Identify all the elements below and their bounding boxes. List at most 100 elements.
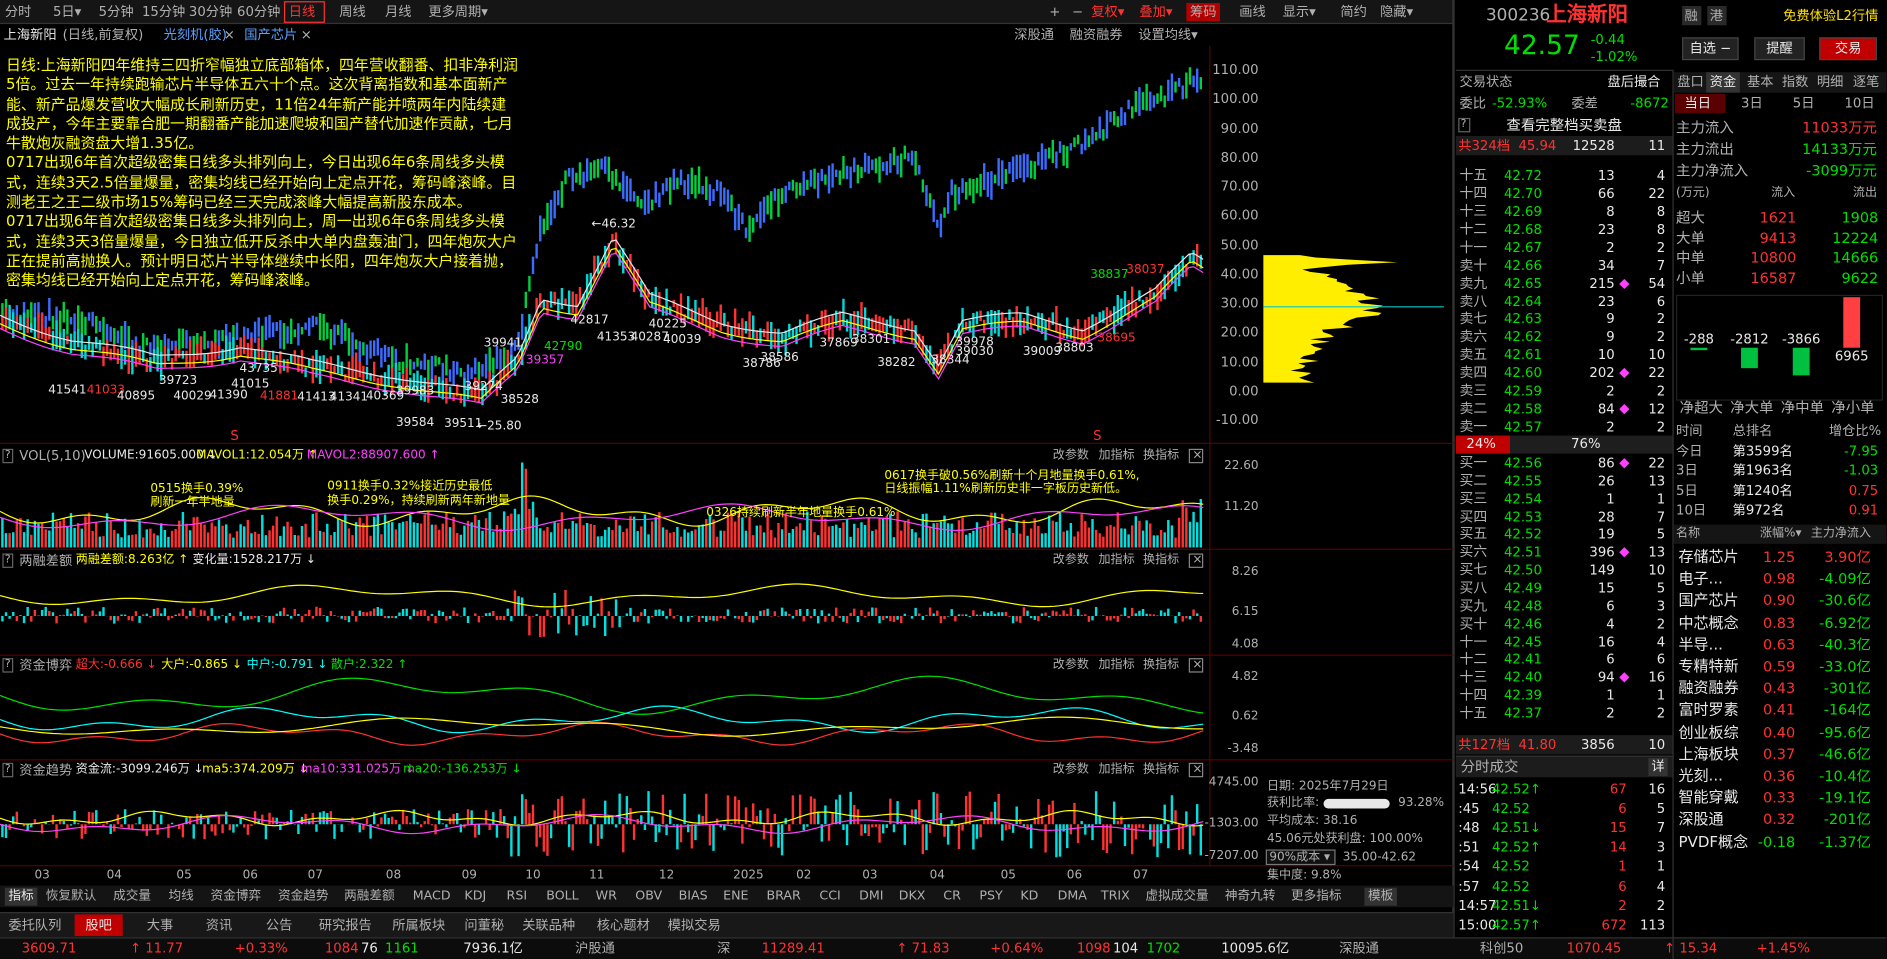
help-icon[interactable]: ? bbox=[1460, 118, 1467, 131]
help-icon[interactable]: ? bbox=[4, 554, 11, 567]
flow-tab[interactable]: 逐笔 bbox=[1852, 73, 1880, 90]
indicator-tab[interactable]: WR bbox=[595, 888, 617, 904]
sector-name[interactable]: 专精特新 bbox=[1678, 656, 1739, 675]
bottom-tab[interactable]: 股吧 bbox=[85, 917, 112, 934]
sector-name[interactable]: 半导... bbox=[1678, 634, 1723, 653]
flow-tab[interactable]: 资金 bbox=[1709, 73, 1737, 90]
action-label[interactable]: 交易 bbox=[1834, 40, 1862, 56]
indicator-tab[interactable]: 均线 bbox=[168, 888, 194, 904]
index-link[interactable]: 深股通 bbox=[1339, 940, 1379, 956]
indicator-tab[interactable]: CR bbox=[943, 888, 961, 904]
sector-name[interactable]: 上海板块 bbox=[1678, 744, 1739, 763]
panel-tool[interactable]: 加指标 bbox=[1098, 658, 1135, 672]
period-tab[interactable]: 30分钟 bbox=[188, 4, 233, 20]
cost-select[interactable]: 90%成本 ▾ bbox=[1269, 850, 1331, 864]
period-tab[interactable]: 更多周期▾ bbox=[428, 4, 488, 20]
close-panel[interactable]: × bbox=[1192, 553, 1203, 567]
sector-name[interactable]: 智能穿戴 bbox=[1678, 788, 1739, 807]
panel-tool[interactable]: 加指标 bbox=[1098, 553, 1135, 567]
sector-name[interactable]: 中芯概念 bbox=[1678, 612, 1739, 631]
flow-tab[interactable]: 基本 bbox=[1747, 73, 1774, 90]
indicator-tab[interactable]: ENE bbox=[723, 888, 749, 904]
sector-name[interactable]: 深股通 bbox=[1678, 809, 1724, 828]
period-tab[interactable]: 5日▾ bbox=[52, 4, 82, 20]
indicator-tab[interactable]: 资金博弈 bbox=[210, 888, 262, 904]
period-tab[interactable]: 5分钟 bbox=[98, 4, 134, 20]
help-icon[interactable]: ? bbox=[4, 658, 11, 671]
tool-button[interactable]: 显示▾ bbox=[1282, 4, 1316, 20]
bottom-tab[interactable]: 问董秘 bbox=[464, 917, 505, 934]
tool-button[interactable]: 画线 bbox=[1239, 4, 1266, 20]
index-link[interactable]: 沪股通 bbox=[575, 940, 615, 956]
bottom-tab[interactable]: 委托队列 bbox=[8, 917, 62, 934]
indicator-tab[interactable]: 模板 bbox=[1364, 887, 1397, 906]
detail-link[interactable]: 详 bbox=[1651, 758, 1665, 775]
tool-button[interactable]: 隐藏▾ bbox=[1380, 4, 1414, 20]
close-panel[interactable]: × bbox=[1192, 762, 1203, 777]
close-tag[interactable]: × bbox=[223, 27, 235, 43]
flow-period[interactable]: 5日 bbox=[1792, 95, 1815, 112]
flow-tab[interactable]: 盘口 bbox=[1677, 73, 1704, 90]
indicator-tab[interactable]: CCI bbox=[819, 888, 841, 904]
bottom-tab[interactable]: 大事 bbox=[146, 917, 174, 934]
indicator-tab[interactable]: KDJ bbox=[464, 888, 487, 904]
tool-button[interactable]: 叠加▾ bbox=[1139, 4, 1173, 20]
flow-tab[interactable]: 明细 bbox=[1816, 73, 1844, 90]
chart-link[interactable]: 设置均线▾ bbox=[1138, 27, 1198, 43]
period-tab[interactable]: 日线 bbox=[288, 4, 316, 20]
indicator-tab[interactable]: 指标 bbox=[4, 887, 38, 906]
indicator-tab[interactable]: 恢复默认 bbox=[45, 888, 97, 904]
indicator-tab[interactable]: KD bbox=[1020, 888, 1039, 904]
help-icon[interactable]: ? bbox=[4, 449, 11, 462]
sector-name[interactable]: 国产芯片 bbox=[1678, 590, 1739, 609]
tool-button[interactable]: 复权▾ bbox=[1091, 4, 1125, 20]
panel-tool[interactable]: 改参数 bbox=[1052, 553, 1089, 567]
indicator-tab[interactable]: 成交量 bbox=[113, 888, 152, 904]
indicator-tab[interactable]: 虚拟成交量 bbox=[1145, 888, 1209, 904]
bottom-tab[interactable]: 所属板块 bbox=[392, 917, 446, 934]
indicator-tab[interactable]: DMA bbox=[1057, 888, 1087, 904]
indicator-tab[interactable]: DMI bbox=[859, 888, 884, 904]
sector-name[interactable]: 融资融券 bbox=[1678, 678, 1739, 697]
sector-name[interactable]: 富时罗素 bbox=[1678, 700, 1739, 719]
bottom-tab[interactable]: 公告 bbox=[265, 917, 293, 934]
indicator-tab[interactable]: MACD bbox=[412, 888, 451, 904]
bottom-tab[interactable]: 研究报告 bbox=[318, 917, 372, 934]
tool-button[interactable]: 筹码 bbox=[1186, 3, 1221, 22]
panel-tool[interactable]: 加指标 bbox=[1098, 762, 1135, 777]
sector-name[interactable]: 光刻... bbox=[1678, 766, 1723, 785]
tool-button[interactable]: + bbox=[1049, 4, 1061, 20]
panel-tool[interactable]: 换指标 bbox=[1143, 658, 1180, 672]
panel-tool[interactable]: 改参数 bbox=[1052, 762, 1089, 777]
panel-tool[interactable]: 改参数 bbox=[1052, 658, 1089, 672]
bottom-tab[interactable]: 核心题材 bbox=[596, 917, 650, 934]
indicator-tab[interactable]: OBV bbox=[635, 888, 663, 904]
close-panel[interactable]: × bbox=[1192, 448, 1203, 463]
indicator-tab[interactable]: 资金趋势 bbox=[277, 888, 329, 904]
bottom-tab[interactable]: 模拟交易 bbox=[667, 917, 721, 934]
sector-name[interactable]: PVDF概念 bbox=[1678, 831, 1749, 850]
tool-button[interactable]: − bbox=[1072, 4, 1084, 20]
period-tab[interactable]: 月线 bbox=[385, 4, 412, 20]
close-tag[interactable]: × bbox=[300, 27, 312, 43]
period-tab[interactable]: 15分钟 bbox=[141, 4, 186, 20]
chart-link[interactable]: 深股通 bbox=[1014, 27, 1055, 43]
indicator-tab[interactable]: 更多指标 bbox=[1291, 888, 1342, 904]
panel-tool[interactable]: 换指标 bbox=[1143, 448, 1180, 463]
tool-button[interactable]: 简约 bbox=[1340, 4, 1367, 20]
period-tab[interactable]: 60分钟 bbox=[237, 4, 281, 20]
period-tab[interactable]: 周线 bbox=[339, 4, 366, 20]
sector-name[interactable]: 存储芯片 bbox=[1678, 547, 1739, 566]
indicator-tab[interactable]: 两融差额 bbox=[344, 888, 395, 904]
panel-tool[interactable]: 换指标 bbox=[1143, 762, 1180, 777]
indicator-tab[interactable]: DKX bbox=[898, 888, 926, 904]
panel-tool[interactable]: 加指标 bbox=[1098, 448, 1135, 463]
indicator-tab[interactable]: PSY bbox=[979, 888, 1003, 904]
flow-period[interactable]: 3日 bbox=[1741, 95, 1763, 112]
close-panel[interactable]: × bbox=[1192, 658, 1203, 672]
indicator-tab[interactable]: BRAR bbox=[766, 888, 801, 904]
sector-name[interactable]: 创业板综 bbox=[1678, 722, 1739, 741]
book-link[interactable]: 查看完整档买卖盘 bbox=[1506, 116, 1622, 134]
indicator-tab[interactable]: BOLL bbox=[546, 888, 579, 904]
chart-link[interactable]: 融资融券 bbox=[1069, 27, 1123, 43]
